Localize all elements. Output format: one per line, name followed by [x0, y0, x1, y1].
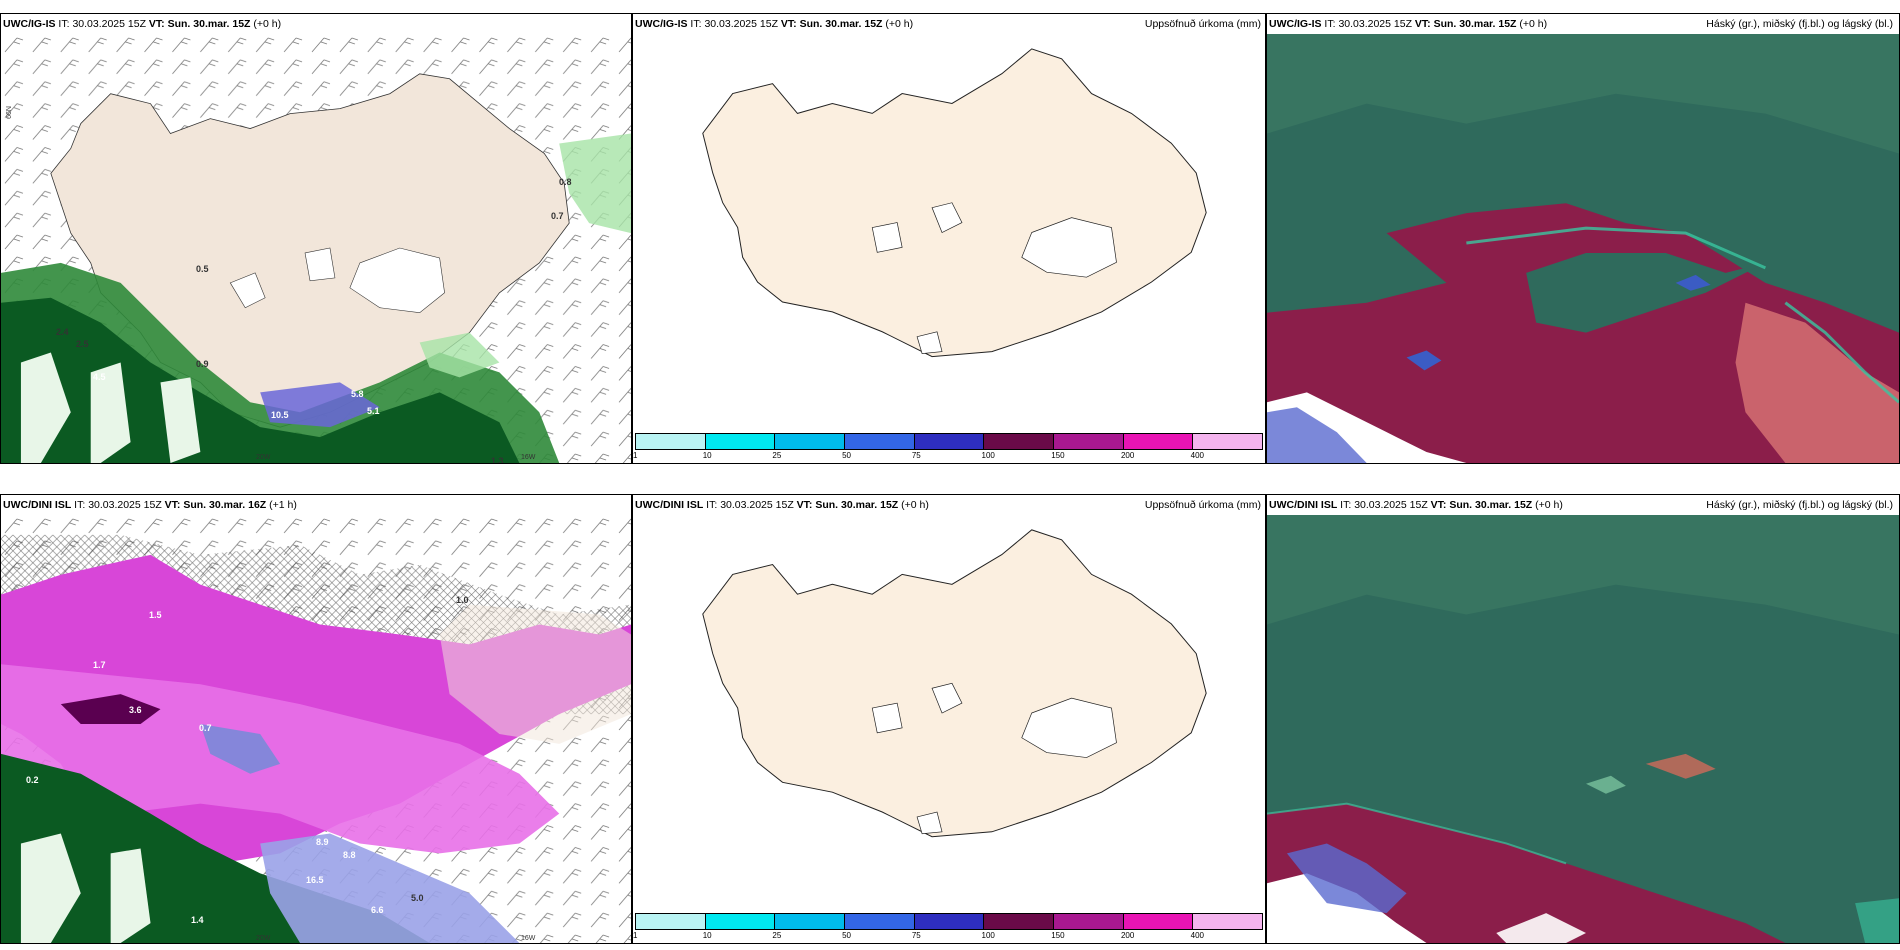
legend-swatch — [914, 434, 985, 449]
legend-swatch — [1123, 914, 1194, 929]
legend-swatch — [775, 434, 846, 449]
legend-tick: 25 — [772, 451, 782, 460]
value-label: 2.5 — [76, 339, 89, 349]
value-label: 2.4 — [56, 327, 69, 337]
panel-title: Uppsöfnuð úrkoma (mm) — [1144, 499, 1261, 511]
iceland-map — [633, 515, 1265, 911]
value-label: 4.5 — [93, 372, 106, 382]
value-label: 1.7 — [93, 660, 106, 670]
panel-top-middle-accum-precip: UWC/IG-IS IT: 30.03.2025 15Z VT: Sun. 30… — [632, 13, 1266, 464]
value-label: 1.0 — [456, 595, 469, 605]
legend-tick: 10 — [702, 931, 712, 940]
value-label: 6.6 — [371, 905, 384, 915]
panel-bottom-middle-accum-precip: UWC/DINI ISL IT: 30.03.2025 15Z VT: Sun.… — [632, 494, 1266, 944]
panel-top-left-wind-precip: UWC/IG-IS IT: 30.03.2025 15Z VT: Sun. 30… — [0, 13, 632, 464]
legend-tick: 1 — [633, 451, 638, 460]
value-label: 0.5 — [196, 264, 209, 274]
value-label: 8.8 — [343, 850, 356, 860]
value-label: 1.3 — [491, 456, 504, 464]
legend-tick: 200 — [1120, 451, 1135, 460]
precip-color-legend: 1 10 25 50 75 100 150 200 400 — [633, 433, 1263, 463]
panel-header: UWC/DINI ISL IT: 30.03.2025 15Z VT: Sun.… — [1269, 499, 1563, 511]
precip-color-legend: 1 10 25 50 75 100 150 200 400 — [633, 913, 1263, 943]
panel-header: UWC/IG-IS IT: 30.03.2025 15Z VT: Sun. 30… — [3, 18, 282, 30]
value-label: 3.6 — [129, 705, 142, 715]
legend-tick: 100 — [981, 451, 995, 460]
legend-swatch — [1054, 914, 1124, 929]
legend-tick: 100 — [981, 931, 995, 940]
value-label: 16.5 — [306, 875, 324, 885]
legend-tick: 400 — [1190, 451, 1205, 460]
panel-top-right-clouds: UWC/IG-IS IT: 30.03.2025 15Z VT: Sun. 30… — [1266, 13, 1900, 464]
panel-bottom-right-clouds: UWC/DINI ISL IT: 30.03.2025 15Z VT: Sun.… — [1266, 494, 1900, 944]
legend-swatch — [845, 914, 915, 929]
legend-swatch — [705, 914, 776, 929]
value-label: 8.9 — [316, 837, 329, 847]
value-label: 1.4 — [191, 915, 204, 925]
legend-tick: 50 — [842, 931, 852, 940]
panel-bottom-left-wind-precip: UWC/DINI ISL IT: 30.03.2025 15Z VT: Sun.… — [0, 494, 632, 944]
legend-tick: 150 — [1051, 931, 1065, 940]
legend-tick: 150 — [1051, 451, 1065, 460]
lon-label-20w: 20W — [256, 935, 271, 942]
legend-tick: 25 — [772, 931, 782, 940]
precip-wind-map — [1, 34, 631, 463]
lat-label-66n: 66N — [5, 106, 13, 119]
legend-swatch — [1193, 914, 1263, 929]
legend-tick: 50 — [842, 451, 852, 460]
value-label: 1.5 — [149, 610, 162, 620]
legend-swatch — [636, 914, 706, 929]
legend-swatch — [1054, 434, 1124, 449]
value-label: 0.8 — [559, 177, 572, 187]
legend-tick: 10 — [702, 451, 712, 460]
value-label: 0.2 — [26, 775, 39, 785]
panel-title: Uppsöfnuð úrkoma (mm) — [1144, 18, 1261, 30]
legend-tick: 200 — [1120, 931, 1135, 940]
legend-swatch — [984, 914, 1055, 929]
legend-swatch — [636, 434, 706, 449]
cloud-cover-map — [1267, 34, 1899, 463]
precip-wind-map — [1, 515, 631, 943]
panel-header: UWC/IG-IS IT: 30.03.2025 15Z VT: Sun. 30… — [635, 18, 914, 30]
panel-header: UWC/DINI ISL IT: 30.03.2025 15Z VT: Sun.… — [3, 499, 297, 511]
value-label: 0.7 — [199, 723, 212, 733]
legend-swatch — [845, 434, 915, 449]
legend-tick: 75 — [911, 451, 921, 460]
cloud-cover-map — [1267, 515, 1899, 943]
legend-swatch — [1193, 434, 1263, 449]
value-label: 0.7 — [551, 211, 564, 221]
legend-swatch — [775, 914, 846, 929]
value-label: 10.5 — [271, 410, 289, 420]
value-label: 5.0 — [411, 893, 424, 903]
panel-header: UWC/IG-IS IT: 30.03.2025 15Z VT: Sun. 30… — [1269, 18, 1548, 30]
value-label: 5.1 — [367, 406, 380, 416]
legend-tick: 1 — [633, 931, 638, 940]
panel-title: Háský (gr.), miðský (fj.bl.) og lágský (… — [1706, 18, 1893, 30]
panel-title: Háský (gr.), miðský (fj.bl.) og lágský (… — [1706, 499, 1893, 511]
legend-tick: 400 — [1190, 931, 1205, 940]
legend-swatch — [914, 914, 985, 929]
legend-swatch — [1123, 434, 1194, 449]
lon-label-16w: 16W — [521, 935, 536, 942]
legend-swatch — [705, 434, 776, 449]
lon-label-20w: 20W — [256, 454, 271, 461]
lon-label-16w: 16W — [521, 454, 536, 461]
panel-header: UWC/DINI ISL IT: 30.03.2025 15Z VT: Sun.… — [635, 499, 929, 511]
value-label: 0.9 — [196, 359, 209, 369]
legend-swatch — [984, 434, 1055, 449]
iceland-map — [633, 34, 1265, 431]
legend-tick: 75 — [911, 931, 921, 940]
value-label: 5.8 — [351, 389, 364, 399]
